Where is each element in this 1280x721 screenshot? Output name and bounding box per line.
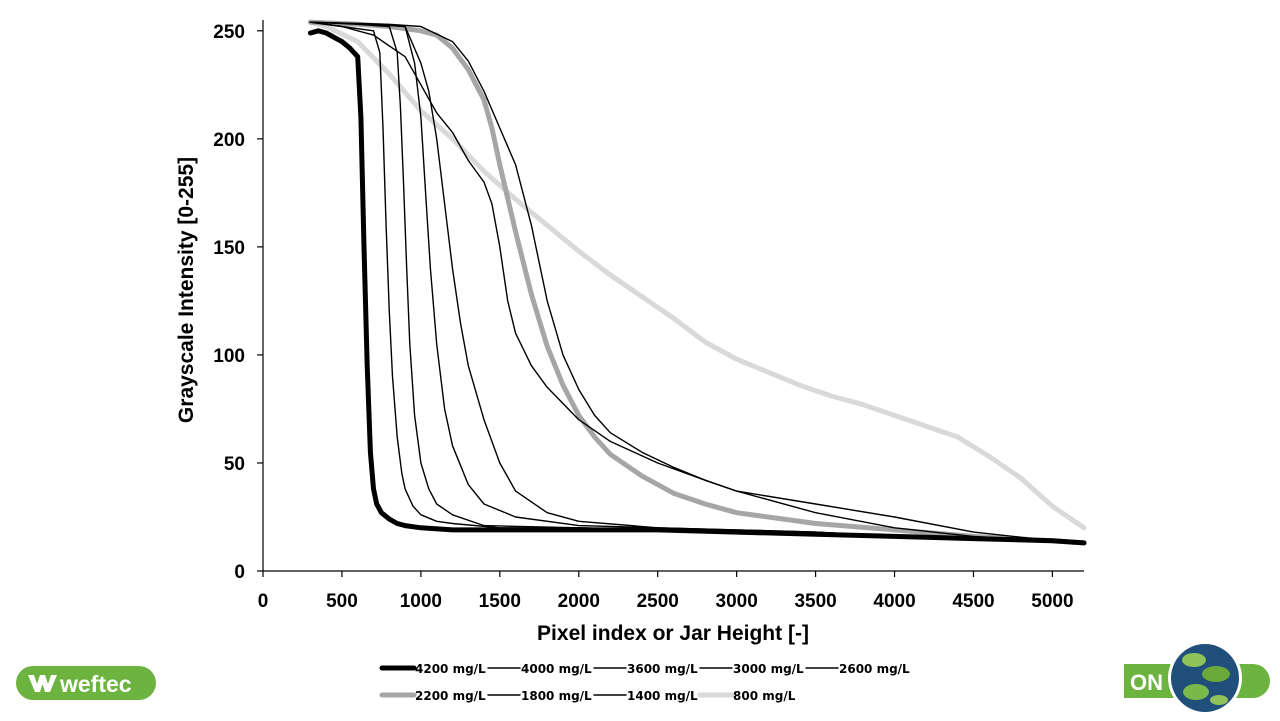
legend-label: 1800 mg/L bbox=[521, 689, 592, 703]
event-logo-pill-edge bbox=[1124, 664, 1144, 698]
y-tick-label: 250 bbox=[213, 22, 245, 43]
series-line-3000-mg-L bbox=[309, 21, 1085, 544]
y-tick-label: 50 bbox=[224, 454, 245, 475]
x-tick-label: 0 bbox=[258, 591, 269, 612]
legend-label: 4200 mg/L bbox=[415, 662, 486, 676]
y-tick-label: 0 bbox=[234, 562, 245, 583]
series-line-4200-mg-L bbox=[307, 28, 1087, 546]
legend: 4200 mg/L 4000 mg/L 3600 mg/L 3000 mg/L 2600… bbox=[379, 662, 910, 703]
y-tick-label: 200 bbox=[213, 130, 245, 151]
x-tick-label: 4000 bbox=[873, 591, 915, 612]
event-logo-text: ON bbox=[1130, 670, 1163, 695]
plot-area bbox=[307, 19, 1087, 546]
y-tick-label: 150 bbox=[213, 238, 245, 259]
x-axis-title: Pixel index or Jar Height [-] bbox=[537, 622, 809, 645]
series-line-1800-mg-L bbox=[309, 21, 1085, 544]
weftec-logo-graphic: weftec bbox=[16, 666, 156, 700]
x-tick-label: 2000 bbox=[558, 591, 600, 612]
axes bbox=[262, 20, 1084, 572]
y-tick-label: 100 bbox=[213, 346, 245, 367]
y-axis-title: Grayscale Intensity [0-255] bbox=[175, 157, 198, 423]
event-logo: ON bbox=[1124, 640, 1270, 716]
legend-label: 800 mg/L bbox=[733, 689, 796, 703]
x-tick-label: 5000 bbox=[1031, 591, 1073, 612]
x-tick-label: 3500 bbox=[794, 591, 836, 612]
series-line-800-mg-L bbox=[307, 19, 1087, 531]
legend-label: 3600 mg/L bbox=[627, 662, 698, 676]
x-tick-label: 4500 bbox=[952, 591, 994, 612]
legend-label: 3000 mg/L bbox=[733, 662, 804, 676]
series-line-2600-mg-L bbox=[309, 21, 1085, 544]
legend-label: 2600 mg/L bbox=[839, 662, 910, 676]
legend-label: 4000 mg/L bbox=[521, 662, 592, 676]
lily-pad-icon bbox=[1183, 684, 1209, 700]
lily-pad-icon bbox=[1202, 666, 1230, 682]
logo-mark-icon bbox=[28, 675, 57, 692]
legend-label: 1400 mg/L bbox=[627, 689, 698, 703]
lily-pad-icon bbox=[1210, 695, 1228, 705]
legend-label: 2200 mg/L bbox=[415, 689, 486, 703]
x-tick-label: 3000 bbox=[716, 591, 758, 612]
logo-text: weftec bbox=[59, 671, 132, 697]
x-tick-label: 2500 bbox=[637, 591, 679, 612]
x-tick-label: 1500 bbox=[479, 591, 521, 612]
weftec-logo: weftec bbox=[16, 666, 156, 700]
x-tick-label: 500 bbox=[326, 591, 358, 612]
ticks: 0 500 1000 1500 2000 2500 3000 3500 4000 4500 5000… bbox=[213, 22, 1073, 612]
lily-pad-icon bbox=[1182, 653, 1206, 667]
series-line-2200-mg-L bbox=[307, 19, 1087, 546]
series-line-3600-mg-L bbox=[309, 21, 1085, 544]
logo-pill bbox=[16, 666, 156, 700]
series-line-4000-mg-L bbox=[309, 21, 1085, 544]
x-tick-label: 1000 bbox=[400, 591, 442, 612]
series-line-1400-mg-L bbox=[309, 21, 1085, 544]
event-logo-graphic: ON bbox=[1124, 641, 1270, 715]
